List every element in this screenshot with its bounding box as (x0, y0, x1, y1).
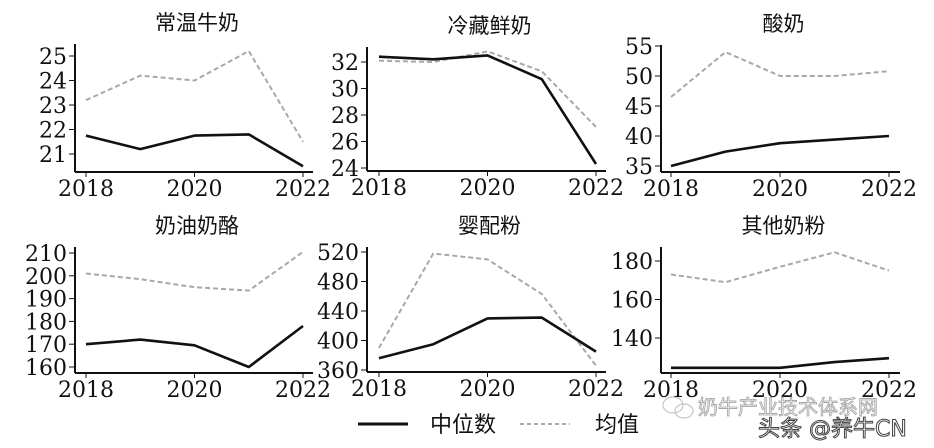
y-tick-label: 480 (317, 271, 359, 296)
x-tick-label: 2018 (58, 177, 114, 202)
series-mean-line (85, 50, 304, 143)
series-median-line (378, 54, 598, 165)
watermark: 奶牛产业技术体系网 头条 @养牛CN (662, 395, 907, 443)
chart-panel: 酸奶 35 40 45 50 55 2018 2020 2022 (625, 12, 917, 202)
y-tick-label: 40 (625, 125, 653, 150)
chart-title: 冷藏鲜奶 (448, 14, 532, 38)
series-mean-line (378, 50, 597, 128)
y-tick-label: 160 (611, 289, 653, 314)
series-mean-line (85, 251, 304, 292)
series-median-line (85, 133, 304, 168)
series-mean-line (670, 51, 890, 98)
x-tick-label: 2018 (351, 176, 407, 201)
y-tick-label: 50 (625, 65, 653, 90)
y-tick-label: 190 (25, 288, 67, 313)
chart-title: 其他奶粉 (742, 214, 826, 238)
x-tick-label: 2018 (643, 378, 699, 403)
series-median-line (85, 324, 304, 369)
x-tick-label: 2022 (861, 177, 917, 202)
x-tick-label: 2020 (752, 177, 808, 202)
y-tick-label: 200 (25, 265, 67, 290)
y-tick-label: 28 (331, 104, 359, 129)
x-tick-label: 2020 (752, 378, 808, 403)
chart-panel: 婴配粉 360 400 440 480 520 2018 2020 2022 (317, 214, 624, 402)
series-mean-line (378, 252, 597, 367)
legend-median-label: 中位数 (430, 413, 496, 438)
x-tick-label: 2020 (167, 378, 223, 403)
x-tick-label: 2018 (58, 378, 114, 403)
chart-title: 酸奶 (763, 12, 805, 36)
x-tick-label: 2018 (643, 177, 699, 202)
y-tick-label: 180 (25, 310, 67, 335)
legend: 中位数 均值 (358, 413, 639, 438)
wechat-icon (662, 396, 694, 419)
y-tick-label: 26 (331, 131, 359, 156)
y-tick-label: 140 (611, 327, 653, 352)
watermark-source: 奶牛产业技术体系网 (698, 395, 878, 419)
y-tick-label: 24 (331, 157, 359, 182)
y-tick-label: 180 (611, 250, 653, 275)
chart-title: 奶油奶酪 (155, 214, 239, 238)
x-tick-label: 2022 (275, 177, 331, 202)
legend-mean-label: 均值 (595, 413, 639, 438)
x-tick-label: 2022 (568, 176, 624, 201)
y-tick-label: 160 (25, 356, 67, 381)
y-tick-label: 32 (331, 51, 359, 76)
y-tick-label: 30 (331, 78, 359, 103)
y-tick-label: 360 (317, 359, 359, 384)
y-tick-label: 440 (317, 300, 359, 325)
y-tick-label: 23 (39, 94, 67, 119)
series-median-line (670, 134, 890, 168)
y-tick-label: 35 (625, 155, 653, 180)
x-tick-label: 2022 (861, 378, 917, 403)
y-tick-label: 520 (317, 241, 359, 266)
y-tick-label: 55 (625, 35, 653, 60)
y-tick-label: 24 (39, 70, 67, 95)
series-median-line (671, 356, 890, 370)
x-tick-label: 2020 (460, 377, 516, 402)
series-median-line (378, 316, 597, 360)
watermark-author: 头条 @养牛CN (758, 417, 907, 442)
y-tick-label: 45 (625, 95, 653, 120)
y-tick-label: 400 (317, 330, 359, 355)
y-tick-label: 210 (25, 242, 67, 267)
chart-panel: 其他奶粉 140 160 180 2018 2020 2022 (611, 214, 917, 403)
x-tick-label: 2020 (167, 177, 223, 202)
x-tick-label: 2022 (275, 378, 331, 403)
series-mean-line (670, 251, 890, 284)
y-tick-label: 25 (39, 45, 67, 70)
chart-title: 婴配粉 (458, 214, 521, 238)
x-tick-label: 2022 (568, 377, 624, 402)
y-tick-label: 22 (39, 119, 67, 144)
y-tick-label: 170 (25, 333, 67, 358)
x-tick-label: 2020 (460, 176, 516, 201)
x-tick-label: 2018 (351, 377, 407, 402)
chart-title: 常温牛奶 (155, 11, 239, 35)
y-tick-label: 21 (39, 143, 67, 168)
